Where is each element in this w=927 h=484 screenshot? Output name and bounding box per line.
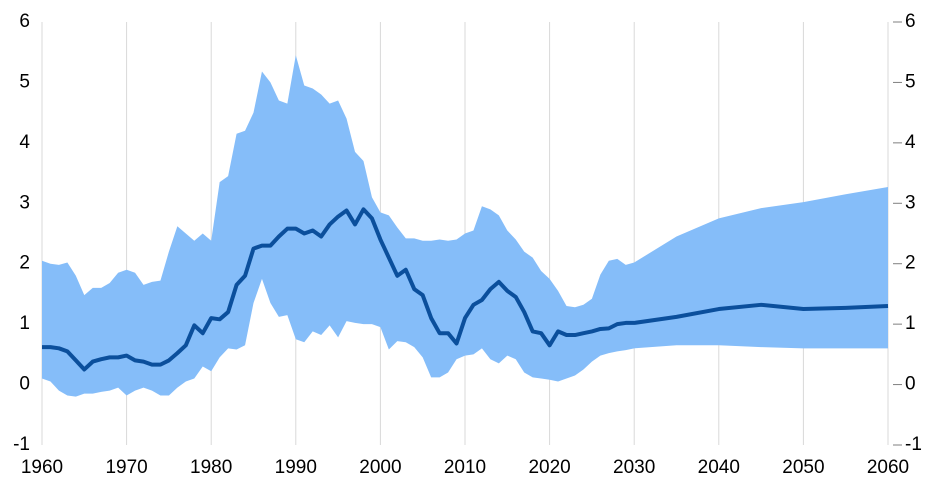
- y-tick-label: 6: [19, 11, 30, 32]
- y2-tick-label: 0: [905, 374, 916, 395]
- x-tick-label: 2050: [782, 457, 824, 478]
- y-tick-label: 5: [19, 71, 30, 92]
- y2-tick-label: 1: [905, 313, 916, 334]
- y2-tick-label: 4: [905, 132, 916, 153]
- y-tick-label: 2: [19, 253, 30, 274]
- x-tick-label: 1970: [105, 457, 147, 478]
- y-tick-label: -1: [13, 434, 30, 455]
- x-tick-label: 2040: [698, 457, 740, 478]
- y-tick-label: 4: [19, 132, 30, 153]
- y-tick-label: 3: [19, 192, 30, 213]
- x-tick-label: 1990: [275, 457, 317, 478]
- y-tick-label: 1: [19, 313, 30, 334]
- y2-tick-label: 5: [905, 71, 916, 92]
- x-tick-label: 1980: [190, 457, 232, 478]
- y2-tick-label: -1: [905, 434, 922, 455]
- x-tick-label: 1960: [21, 457, 63, 478]
- series-line: [42, 207, 889, 372]
- y2-tick-label: 3: [905, 192, 916, 213]
- x-tick-label: 2000: [359, 457, 401, 478]
- x-tick-label: 2030: [613, 457, 655, 478]
- y2-tick-label: 2: [905, 253, 916, 274]
- x-tick-label: 2060: [867, 457, 909, 478]
- x-tick-label: 2020: [528, 457, 570, 478]
- y2-tick-label: 6: [905, 11, 916, 32]
- y-tick-label: 0: [19, 374, 30, 395]
- band-area: [42, 55, 888, 397]
- x-tick-label: 2010: [444, 457, 486, 478]
